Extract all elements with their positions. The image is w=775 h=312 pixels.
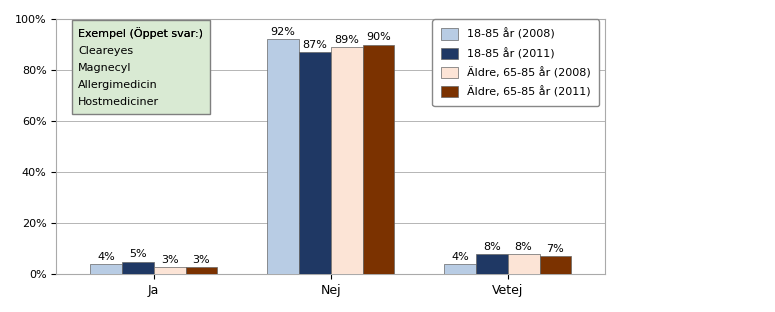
Text: 5%: 5% <box>129 250 146 260</box>
Bar <box>508 254 539 274</box>
Text: 87%: 87% <box>302 40 327 50</box>
Bar <box>331 47 363 274</box>
Bar <box>476 254 508 274</box>
Bar <box>539 256 571 274</box>
Text: 3%: 3% <box>160 255 178 265</box>
Text: 4%: 4% <box>451 252 469 262</box>
Text: 92%: 92% <box>270 27 295 37</box>
Bar <box>185 267 218 274</box>
Text: 7%: 7% <box>546 244 564 254</box>
Bar <box>267 39 299 274</box>
Text: Exempel (Öppet svar:): Exempel (Öppet svar:) <box>78 27 203 39</box>
Text: 89%: 89% <box>334 35 359 45</box>
Bar <box>122 261 153 274</box>
Bar <box>363 45 394 274</box>
Text: 8%: 8% <box>483 242 501 252</box>
Legend: 18-85 år (2008), 18-85 år (2011), Äldre, 65-85 år (2008), Äldre, 65-85 år (2011): 18-85 år (2008), 18-85 år (2011), Äldre,… <box>432 19 599 106</box>
Bar <box>444 264 476 274</box>
Text: 90%: 90% <box>366 32 391 42</box>
Text: Exempel (Öppet svar:)
Cleareyes
Magnecyl
Allergimedicin
Hostmediciner: Exempel (Öppet svar:) Cleareyes Magnecyl… <box>78 27 203 107</box>
Bar <box>153 267 185 274</box>
Text: 8%: 8% <box>515 242 532 252</box>
Text: 4%: 4% <box>97 252 115 262</box>
Bar <box>90 264 122 274</box>
Text: 3%: 3% <box>193 255 210 265</box>
Bar <box>299 52 331 274</box>
